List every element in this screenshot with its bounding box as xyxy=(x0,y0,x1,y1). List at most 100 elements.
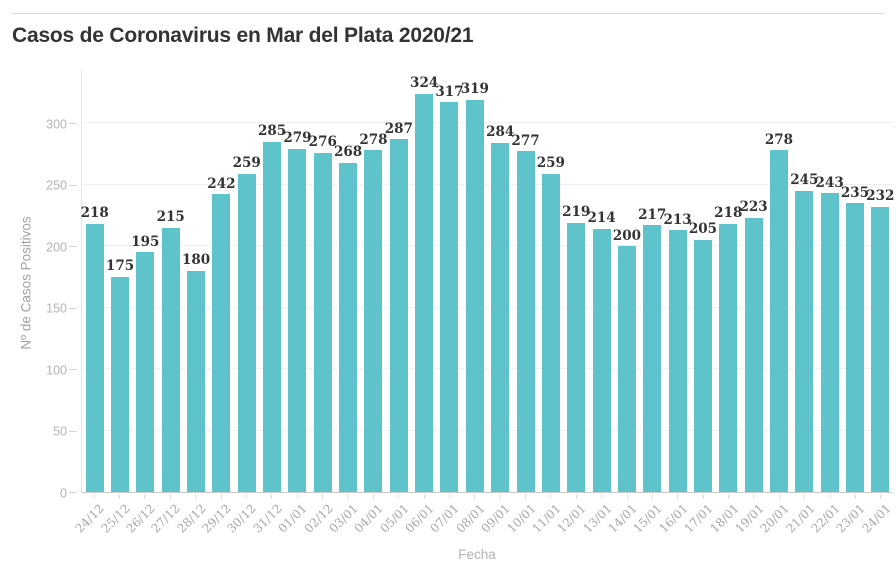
bar-value-label: 319 xyxy=(460,81,489,98)
bar xyxy=(693,239,712,492)
y-tick-mark xyxy=(69,307,77,309)
bar xyxy=(795,190,814,492)
bar xyxy=(212,194,231,492)
x-tick-mark xyxy=(702,494,704,499)
bar xyxy=(871,206,890,492)
x-tick-mark xyxy=(144,494,146,499)
bar-value-label: 195 xyxy=(131,233,160,250)
bar-slot: 232 xyxy=(866,188,895,492)
x-tick-mark xyxy=(119,494,121,499)
bar-value-label: 278 xyxy=(764,131,794,148)
x-tick-mark xyxy=(423,494,425,499)
x-tick-mark xyxy=(550,494,552,499)
bar xyxy=(288,148,307,492)
y-tick-label: 150 xyxy=(46,301,67,316)
bar-value-label: 277 xyxy=(511,132,540,149)
bar xyxy=(617,246,636,492)
bar xyxy=(491,142,510,492)
y-tick-mark xyxy=(69,246,77,248)
x-tick-mark xyxy=(93,494,95,499)
y-tick-mark xyxy=(69,492,77,493)
bar-slot: 218 xyxy=(81,207,109,492)
gridline xyxy=(82,245,893,247)
bar-slot: 217 xyxy=(638,206,667,492)
bar-value-label: 284 xyxy=(486,124,515,141)
bar-value-label: 259 xyxy=(536,155,565,171)
y-tick-label: 300 xyxy=(46,116,67,131)
bar-slot: 324 xyxy=(410,75,439,492)
bar-slot: 180 xyxy=(181,252,211,492)
bar-slot: 277 xyxy=(511,132,540,492)
x-tick-label: 25/12 xyxy=(97,501,133,536)
x-tick-mark xyxy=(296,494,298,499)
bar xyxy=(415,93,434,492)
x-tick-mark xyxy=(322,494,324,499)
bar-slot: 242 xyxy=(207,177,235,492)
y-tick-mark xyxy=(69,369,77,370)
bar-slot: 213 xyxy=(663,211,692,492)
plot-area: 218 175 195 215 180 242 259 285 279 276 268 278 287 3… xyxy=(81,70,895,493)
x-tick-mark xyxy=(728,494,730,499)
gridline xyxy=(82,306,893,308)
bars-container: 218 175 195 215 180 242 259 285 279 276 268 278 287 3… xyxy=(81,70,895,492)
top-divider xyxy=(12,13,884,14)
gridlines xyxy=(82,70,893,492)
bar-value-label: 278 xyxy=(359,131,388,148)
bar xyxy=(744,217,763,492)
bar-slot: 278 xyxy=(764,131,794,492)
bar-slot: 317 xyxy=(435,83,464,492)
bar-value-label: 213 xyxy=(663,211,692,228)
y-tick-label: 250 xyxy=(46,178,67,193)
bar-value-label: 324 xyxy=(410,75,439,92)
bar-value-label: 235 xyxy=(840,184,870,201)
bar xyxy=(161,227,180,492)
bar-slot: 268 xyxy=(334,145,362,492)
bar xyxy=(85,223,104,492)
bar-value-label: 217 xyxy=(638,206,667,223)
bar-slot: 276 xyxy=(309,136,337,492)
bar xyxy=(668,230,687,492)
x-tick-mark xyxy=(398,494,400,499)
y-axis: 0 50 100 150 200 250 300 xyxy=(0,70,81,499)
x-tick-mark xyxy=(601,494,603,499)
bar xyxy=(769,150,788,492)
bar-slot: 214 xyxy=(587,210,616,492)
x-tick-mark xyxy=(829,494,831,499)
x-axis-title: Fecha xyxy=(458,547,496,562)
bar-value-label: 259 xyxy=(232,155,261,171)
x-tick-mark xyxy=(854,494,856,499)
bar xyxy=(187,270,206,492)
bar-slot: 200 xyxy=(612,227,641,492)
gridline xyxy=(82,122,893,124)
bar-slot: 223 xyxy=(740,201,768,492)
bar-value-label: 180 xyxy=(181,252,211,269)
bar xyxy=(389,139,408,492)
bar-value-label: 214 xyxy=(587,210,616,227)
x-tick-mark xyxy=(499,494,501,499)
bar-slot: 284 xyxy=(486,124,515,492)
bar-value-label: 200 xyxy=(612,227,641,244)
x-tick-mark xyxy=(474,494,476,499)
bar xyxy=(237,173,256,492)
bar xyxy=(516,151,535,492)
bar xyxy=(440,102,459,492)
bar-slot: 175 xyxy=(106,260,134,492)
gridline xyxy=(82,183,893,185)
bar-value-label: 317 xyxy=(435,83,464,100)
bar-slot: 218 xyxy=(714,207,742,492)
bar-value-label: 232 xyxy=(866,188,895,205)
bar xyxy=(136,252,155,492)
x-tick-label: 24/12 xyxy=(72,501,107,536)
y-tick-label: 0 xyxy=(60,485,67,500)
x-tick-mark xyxy=(372,494,374,499)
bar-slot: 285 xyxy=(258,124,286,492)
bar xyxy=(845,203,864,492)
y-tick-label: 200 xyxy=(46,239,67,254)
bar xyxy=(719,223,738,492)
x-tick-mark xyxy=(220,494,222,499)
bar-value-label: 205 xyxy=(688,221,718,238)
x-tick-label: 24/01 xyxy=(859,501,894,536)
x-tick-mark xyxy=(626,494,628,499)
x-tick-label: 10/01 xyxy=(503,501,539,536)
